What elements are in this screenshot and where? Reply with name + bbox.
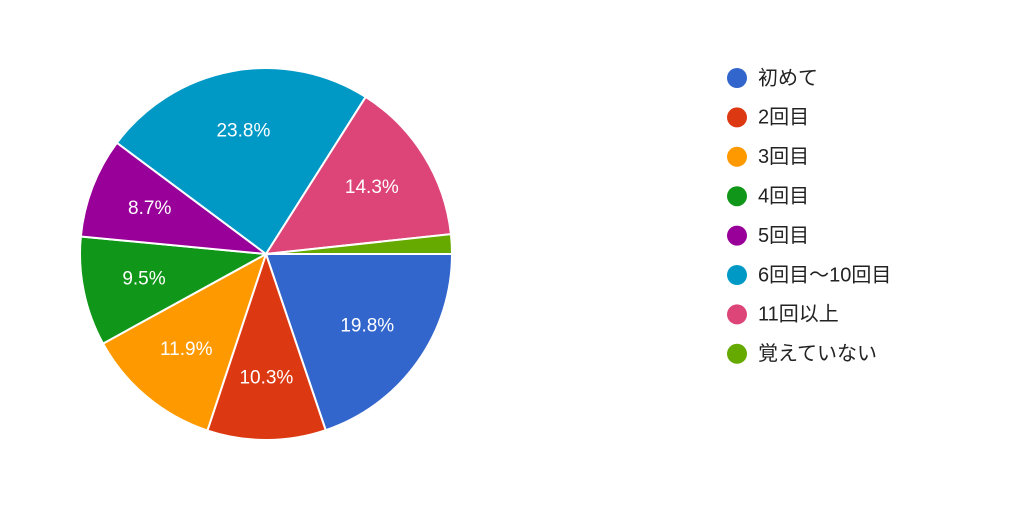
data-label: 11.9% [160, 339, 213, 360]
legend-label: 5回目 [758, 225, 809, 247]
pie-slice [79, 141, 270, 256]
legend-marker [727, 68, 747, 88]
legend-marker [727, 146, 747, 167]
legend-marker [727, 265, 747, 285]
pie-slice [115, 67, 368, 256]
legend-marker [727, 186, 747, 207]
pie-slice [265, 233, 454, 255]
pie-slice [206, 250, 327, 441]
data-label: 14.3% [345, 177, 399, 198]
legend-marker [727, 304, 747, 325]
pie-slice [101, 251, 268, 432]
pie-slice [264, 253, 454, 432]
pie-slice [79, 235, 270, 345]
legend-label: 3回目 [758, 146, 809, 168]
legend-label: 6回目〜10回目 [758, 264, 891, 286]
legend-label: 2回目 [758, 107, 809, 129]
data-label: 19.8% [340, 316, 394, 337]
legend-marker [727, 225, 747, 246]
data-label: 10.3% [239, 368, 293, 389]
legend-marker [727, 343, 747, 364]
pie-slice [264, 95, 453, 256]
legend-label: 覚えていない [758, 342, 877, 365]
legend-label: 11回以上 [758, 303, 839, 326]
data-label: 23.8% [216, 120, 270, 141]
legend-label: 4回目 [758, 185, 809, 207]
data-label: 9.5% [122, 268, 165, 289]
legend-label: 初めて [758, 66, 818, 89]
legend-marker [727, 107, 747, 128]
data-label: 8.7% [128, 198, 171, 219]
